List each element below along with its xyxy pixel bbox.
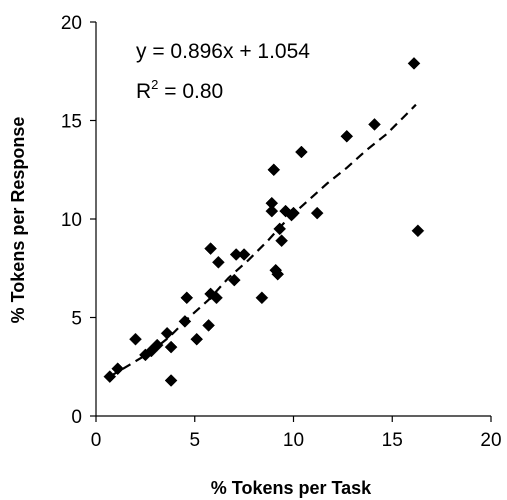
plot-area: 0 5 10 15 20 0 5 10 15 20 [61,13,502,451]
data-point [160,326,174,340]
data-point [212,255,225,269]
data-point [275,234,288,248]
r-squared-label: R2 = 0.80 [136,77,223,103]
data-point [287,206,300,220]
x-tick-label: 0 [91,430,102,451]
data-point [190,332,204,346]
data-point [340,129,354,143]
data-point [310,206,324,220]
data-point [111,362,125,376]
data-point [204,242,217,255]
y-tick-label: 5 [71,309,82,330]
r-squared-value: = 0.80 [158,80,223,103]
data-point [265,204,279,218]
data-point [180,291,194,305]
trendline [109,103,417,378]
data-point [164,340,178,354]
trendline-equation: y = 0.896x + 1.054 [136,40,310,63]
y-tick-label: 10 [61,210,82,231]
x-tick-label: 10 [283,430,304,451]
data-point [273,222,287,236]
r-squared-exponent: 2 [151,77,158,92]
data-point [227,273,241,287]
data-point [150,338,164,352]
x-tick-label: 5 [189,430,200,451]
data-point [103,370,117,383]
y-tick-label: 0 [71,407,82,428]
data-points [103,57,425,387]
y-tick-label: 15 [61,112,82,133]
data-point [407,57,421,70]
data-point [178,315,192,328]
data-point [164,374,178,387]
x-tick-label: 20 [480,430,501,451]
data-point [271,267,285,281]
x-tick-label: 15 [382,430,403,451]
data-point [411,224,425,238]
r-squared-prefix: R [136,80,151,103]
x-axis-title: % Tokens per Task [211,478,372,498]
y-axis-title: % Tokens per Response [8,117,28,324]
data-point [237,248,251,261]
data-point [267,163,281,177]
data-point [368,118,381,131]
data-point [210,291,223,305]
data-point [295,145,308,159]
y-tick-label: 20 [61,13,82,34]
data-point [255,291,269,305]
data-point [202,319,215,332]
data-point [129,332,142,346]
